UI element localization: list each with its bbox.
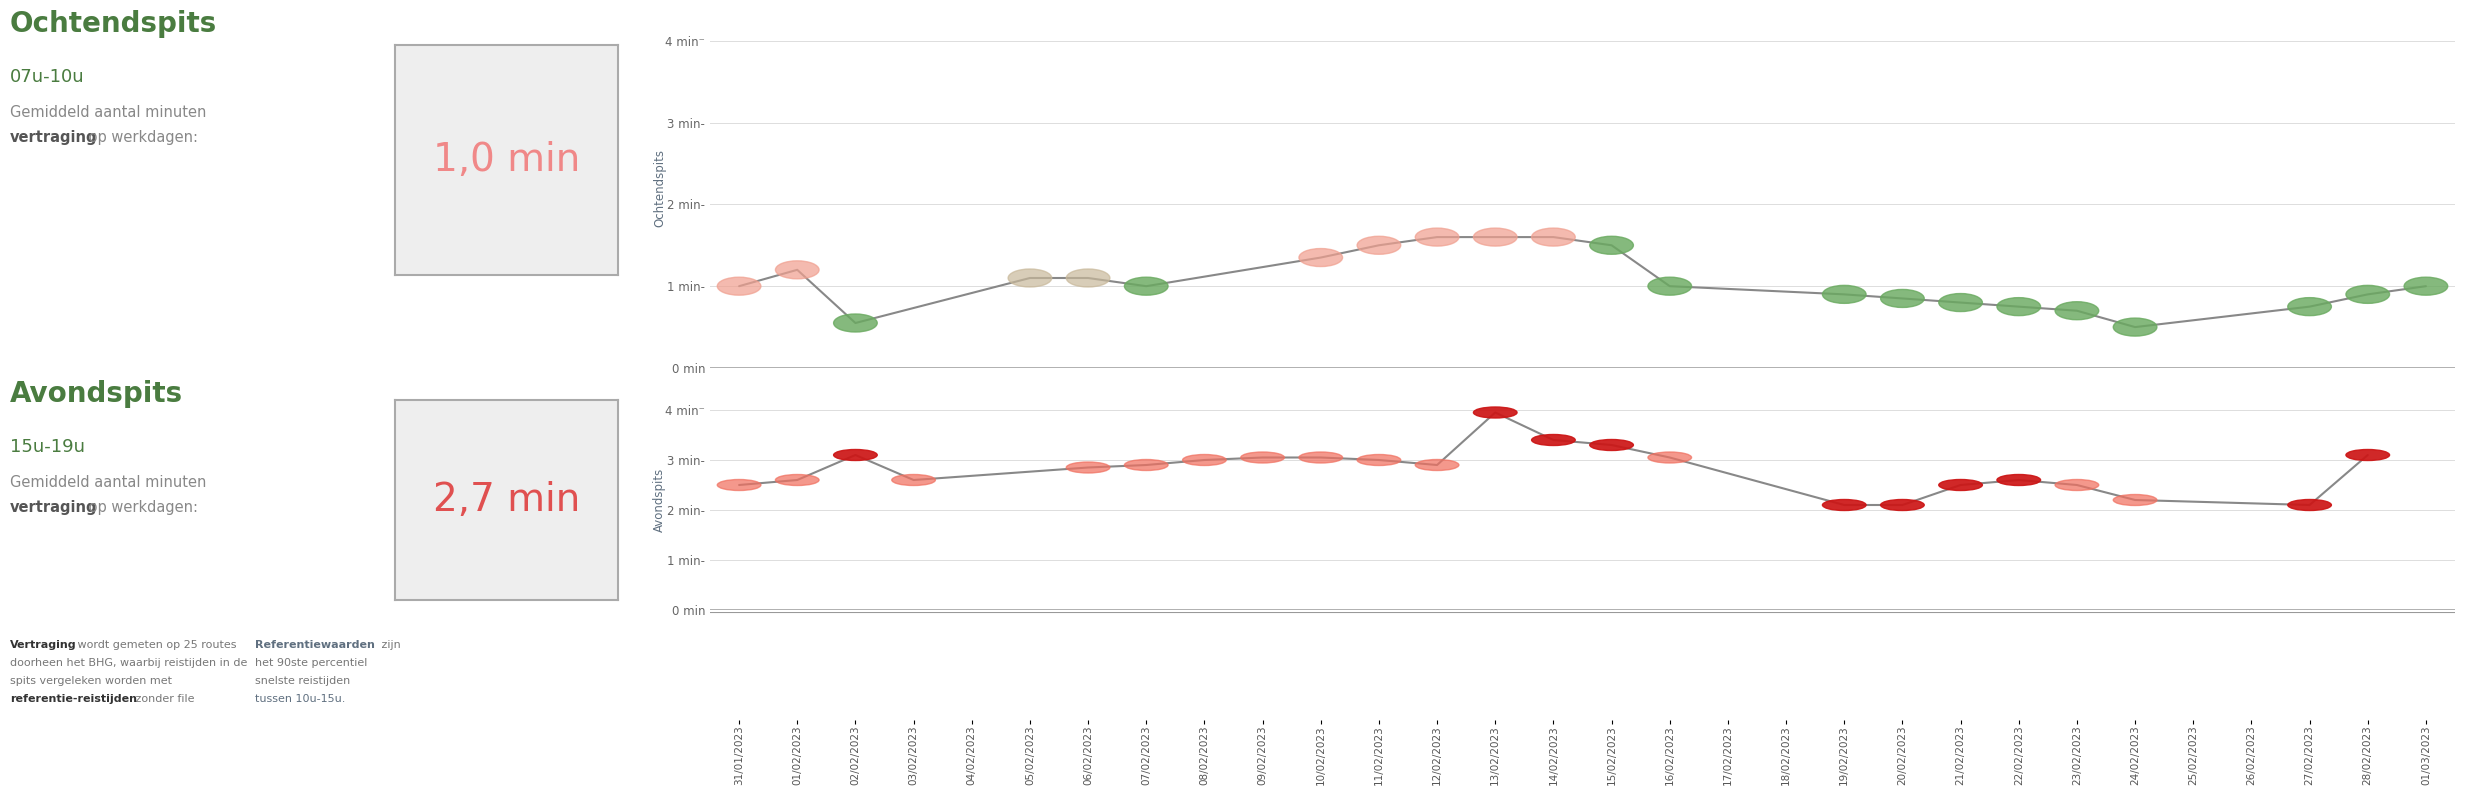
Ellipse shape <box>1822 285 1866 303</box>
Text: vertraging: vertraging <box>10 500 99 515</box>
Ellipse shape <box>1299 249 1343 266</box>
Text: referentie-reistijden: referentie-reistijden <box>10 694 138 704</box>
Text: op werkdagen:: op werkdagen: <box>84 500 197 515</box>
Ellipse shape <box>2113 494 2157 506</box>
Text: 07u-10u: 07u-10u <box>10 68 84 86</box>
Text: Avondspits: Avondspits <box>10 380 182 408</box>
Text: snelste reistijden: snelste reistijden <box>254 676 350 686</box>
Ellipse shape <box>2056 302 2098 320</box>
Text: tussen 10u-15u.: tussen 10u-15u. <box>254 694 345 704</box>
Ellipse shape <box>1067 269 1109 287</box>
Ellipse shape <box>1881 499 1925 510</box>
Ellipse shape <box>1881 290 1925 308</box>
Ellipse shape <box>1240 452 1284 463</box>
Y-axis label: Avondspits: Avondspits <box>653 468 666 532</box>
Text: 1,0 min: 1,0 min <box>434 141 579 179</box>
Ellipse shape <box>2403 277 2448 295</box>
Ellipse shape <box>2288 298 2332 316</box>
Ellipse shape <box>1358 237 1400 254</box>
Ellipse shape <box>2347 449 2389 460</box>
Ellipse shape <box>2113 318 2157 336</box>
Ellipse shape <box>892 474 934 485</box>
Ellipse shape <box>833 314 878 332</box>
Text: zijn: zijn <box>377 640 402 650</box>
Ellipse shape <box>1474 407 1516 418</box>
Ellipse shape <box>1299 452 1343 463</box>
Ellipse shape <box>1124 460 1168 470</box>
Ellipse shape <box>1531 228 1575 246</box>
Ellipse shape <box>717 480 762 490</box>
Text: op werkdagen:: op werkdagen: <box>84 130 197 145</box>
Text: 15u-19u: 15u-19u <box>10 438 84 456</box>
Text: spits vergeleken worden met: spits vergeleken worden met <box>10 676 173 686</box>
Ellipse shape <box>776 261 818 279</box>
Ellipse shape <box>2347 285 2389 303</box>
Ellipse shape <box>1997 474 2041 485</box>
Ellipse shape <box>1124 277 1168 295</box>
Ellipse shape <box>1067 462 1109 473</box>
Text: zonder file: zonder file <box>133 694 195 704</box>
Ellipse shape <box>1358 455 1400 465</box>
Text: Gemiddeld aantal minuten: Gemiddeld aantal minuten <box>10 105 207 120</box>
Y-axis label: Ochtendspits: Ochtendspits <box>653 149 666 227</box>
Ellipse shape <box>776 474 818 485</box>
Ellipse shape <box>2288 499 2332 510</box>
Ellipse shape <box>1415 228 1459 246</box>
Text: Referentiewaarden: Referentiewaarden <box>254 640 375 650</box>
Ellipse shape <box>833 449 878 460</box>
Ellipse shape <box>1997 298 2041 316</box>
Text: Vertraging: Vertraging <box>10 640 76 650</box>
Ellipse shape <box>717 277 762 295</box>
Ellipse shape <box>1590 440 1634 451</box>
Ellipse shape <box>1415 460 1459 470</box>
Ellipse shape <box>1940 480 1982 490</box>
Ellipse shape <box>2056 480 2098 490</box>
Ellipse shape <box>1008 269 1053 287</box>
Ellipse shape <box>1474 228 1516 246</box>
Ellipse shape <box>1822 499 1866 510</box>
Text: het 90ste percentiel: het 90ste percentiel <box>254 658 367 668</box>
Ellipse shape <box>1940 294 1982 312</box>
Ellipse shape <box>1649 452 1691 463</box>
Text: wordt gemeten op 25 routes: wordt gemeten op 25 routes <box>74 640 237 650</box>
Text: 2,7 min: 2,7 min <box>434 481 579 519</box>
Text: vertraging: vertraging <box>10 130 99 145</box>
Text: doorheen het BHG, waarbij reistijden in de: doorheen het BHG, waarbij reistijden in … <box>10 658 246 668</box>
Ellipse shape <box>1531 435 1575 445</box>
Ellipse shape <box>1183 455 1225 465</box>
Ellipse shape <box>1649 277 1691 295</box>
Text: Gemiddeld aantal minuten: Gemiddeld aantal minuten <box>10 475 207 490</box>
Text: Ochtendspits: Ochtendspits <box>10 10 217 38</box>
Ellipse shape <box>1590 237 1634 254</box>
